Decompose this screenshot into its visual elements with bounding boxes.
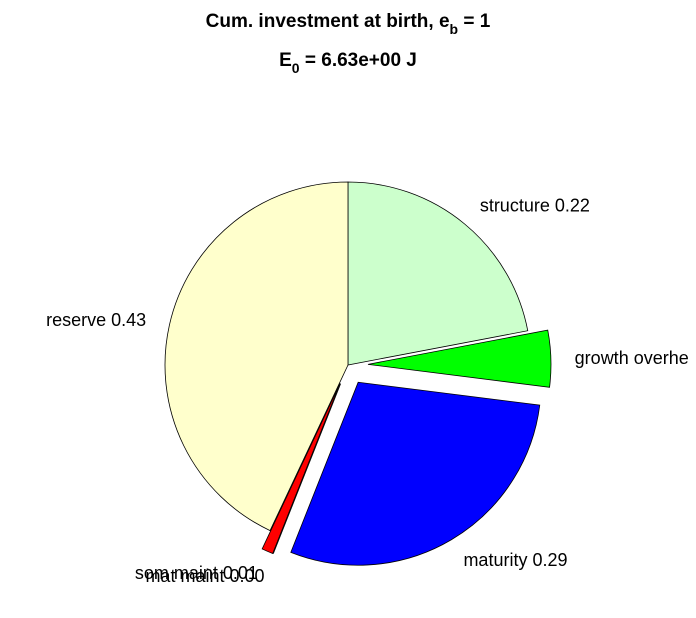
subtitle-sub: 0 bbox=[292, 60, 300, 76]
title-text: Cum. investment at birth, e bbox=[206, 11, 450, 32]
pie-slice bbox=[290, 381, 541, 566]
subtitle-text: E bbox=[279, 50, 292, 71]
pie-slice bbox=[164, 181, 349, 532]
slice-label: structure 0.22 bbox=[480, 196, 590, 216]
pie-slice bbox=[367, 329, 552, 388]
pie-slice bbox=[261, 383, 341, 555]
slice-label: mat maint 0.00 bbox=[145, 566, 264, 586]
slice-label: growth overhe bbox=[575, 348, 689, 368]
pie-slice bbox=[347, 181, 529, 366]
slice-label: reserve 0.43 bbox=[46, 310, 146, 330]
title-after: = 1 bbox=[458, 11, 491, 32]
chart-title: Cum. investment at birth, eb = 1 bbox=[206, 11, 491, 37]
pie-slice bbox=[272, 383, 342, 554]
subtitle-after: = 6.63e+00 J bbox=[300, 50, 417, 71]
slice-label: maturity 0.29 bbox=[463, 550, 567, 570]
chart-subtitle: E0 = 6.63e+00 J bbox=[279, 50, 417, 76]
pie: structure 0.22 growth overhe maturity 0.29… bbox=[46, 181, 689, 586]
title-sub: b bbox=[450, 21, 459, 37]
slice-label: som maint 0.01 bbox=[135, 563, 258, 583]
